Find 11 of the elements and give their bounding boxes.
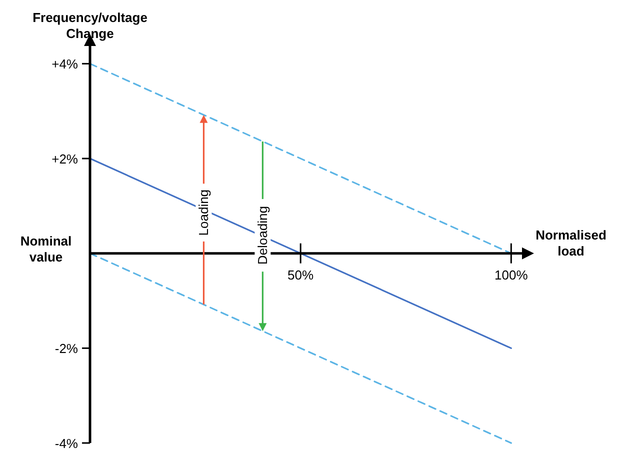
y-tick-label: -2% [54, 341, 78, 356]
annotation: Loading [196, 189, 212, 236]
y-tick-label: +4% [52, 56, 78, 72]
annotation: Deloading [255, 206, 270, 265]
y-axis-title: Frequency/voltage Change [32, 10, 148, 41]
x-tick-label: 100% [494, 267, 528, 282]
text: Nominal value [20, 233, 72, 264]
x-tick-label: 50% [288, 267, 314, 282]
y-tick-label: +2% [52, 152, 78, 167]
y-tick-label: -4% [54, 436, 78, 451]
x-axis-title: Normalised load [536, 227, 606, 258]
